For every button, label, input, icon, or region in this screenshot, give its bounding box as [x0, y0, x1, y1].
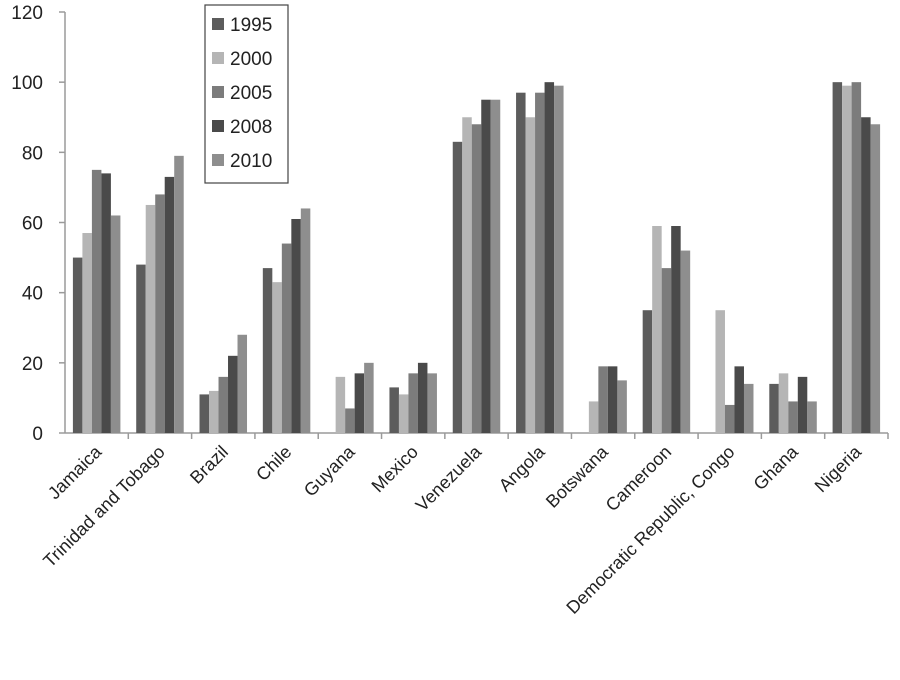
- bar-2005-democratic-republic-congo: [724, 404, 735, 433]
- bar-1995-ghana: [769, 383, 779, 433]
- bar-2010-botswana: [617, 380, 627, 433]
- bar-2000-cameroon: [652, 226, 662, 433]
- bars: [72, 82, 881, 434]
- bar-2000-venezuela: [462, 117, 472, 433]
- bar-2005-guyana: [345, 408, 355, 433]
- bar-2008-democratic-republic-congo: [734, 366, 744, 433]
- legend-label: 1995: [230, 15, 272, 36]
- bar-2000-democratic-republic-congo: [715, 310, 725, 433]
- bar-1995-trinidad-and-tobago: [136, 264, 146, 433]
- bar-2005-jamaica: [91, 169, 102, 433]
- y-tick-label: 100: [11, 73, 43, 94]
- x-category-label: Ghana: [750, 441, 803, 494]
- bar-2008-trinidad-and-tobago: [164, 176, 175, 433]
- bar-2010-cameroon: [680, 250, 691, 433]
- bar-2005-angola: [535, 92, 545, 434]
- legend: 1995 2000 2005 2008 2010: [204, 4, 289, 184]
- x-category-label: Chile: [252, 442, 295, 485]
- bar-2008-angola: [544, 82, 555, 434]
- bar-1995-chile: [262, 268, 273, 433]
- x-category-label: Jamaica: [44, 441, 106, 503]
- legend-label: 2000: [230, 49, 272, 70]
- bar-2000-jamaica: [82, 233, 92, 433]
- bar-2010-democratic-republic-congo: [743, 383, 754, 433]
- bar-1995-brazil: [199, 394, 210, 433]
- legend-swatch-1995: [212, 18, 224, 30]
- bar-2005-mexico: [408, 373, 418, 433]
- bar-2008-mexico: [417, 362, 428, 433]
- y-tick-label: 80: [22, 143, 43, 164]
- bar-2000-chile: [272, 282, 282, 433]
- bar-2008-ghana: [797, 376, 808, 433]
- x-category-label: Trinidad and Tobago: [39, 442, 168, 571]
- bar-2000-trinidad-and-tobago: [145, 204, 156, 433]
- bar-2010-guyana: [364, 362, 374, 433]
- bar-2010-mexico: [427, 373, 437, 433]
- y-tick-label: 40: [22, 284, 43, 305]
- legend-swatch-2008: [212, 120, 224, 132]
- bar-2005-nigeria: [851, 82, 862, 434]
- bar-1995-venezuela: [452, 141, 463, 433]
- x-category-label: Guyana: [300, 441, 359, 500]
- x-category-label: Angola: [495, 441, 549, 495]
- x-category-label: Nigeria: [811, 441, 866, 496]
- bar-2008-botswana: [607, 366, 618, 433]
- bar-2000-guyana: [335, 376, 346, 433]
- bar-1995-cameroon: [642, 310, 653, 433]
- bar-2010-nigeria: [870, 124, 881, 434]
- bar-2000-mexico: [398, 394, 409, 433]
- bar-1995-mexico: [389, 387, 399, 433]
- bar-2000-ghana: [778, 373, 789, 433]
- bar-2000-brazil: [209, 390, 219, 433]
- legend-swatch-2010: [212, 154, 224, 166]
- bar-2010-venezuela: [490, 99, 501, 433]
- legend-label: 2008: [230, 117, 272, 138]
- bar-2005-ghana: [788, 401, 798, 433]
- legend-swatch-2005: [212, 86, 224, 98]
- bar-2008-brazil: [228, 355, 238, 433]
- bar-2008-chile: [291, 218, 301, 433]
- bar-2005-cameroon: [661, 268, 672, 433]
- y-tick-label: 60: [22, 214, 43, 235]
- bar-2005-botswana: [598, 366, 608, 433]
- bar-2005-venezuela: [471, 124, 482, 434]
- bar-2005-brazil: [218, 376, 229, 433]
- bar-1995-nigeria: [832, 82, 843, 434]
- legend-label: 2010: [230, 151, 272, 172]
- bar-2008-jamaica: [101, 173, 111, 433]
- legend-swatch-2000: [212, 52, 224, 64]
- bar-2010-brazil: [237, 334, 248, 433]
- y-tick-label: 20: [22, 354, 43, 375]
- bar-2008-guyana: [354, 373, 365, 433]
- bar-2005-trinidad-and-tobago: [155, 194, 165, 433]
- y-tick-label: 120: [11, 3, 43, 24]
- y-tick-label: 0: [32, 424, 43, 445]
- bar-2010-jamaica: [110, 215, 121, 433]
- bar-2010-trinidad-and-tobago: [174, 155, 184, 433]
- bar-2000-botswana: [588, 401, 599, 433]
- y-axis-ticks: 0 20 40 60 80 100 120: [11, 3, 65, 445]
- bar-2005-chile: [281, 243, 292, 433]
- legend-label: 2005: [230, 83, 272, 104]
- bar-2010-angola: [554, 85, 564, 434]
- x-category-label: Mexico: [368, 442, 422, 496]
- bar-2010-chile: [300, 208, 311, 433]
- bar-2010-ghana: [807, 401, 817, 433]
- bar-1995-angola: [516, 92, 526, 434]
- bar-2008-venezuela: [481, 99, 491, 433]
- bar-2000-angola: [525, 117, 536, 433]
- bar-1995-jamaica: [72, 257, 83, 433]
- bar-2000-nigeria: [842, 85, 852, 434]
- bar-2008-cameroon: [671, 226, 681, 433]
- bar-2008-nigeria: [861, 117, 871, 433]
- x-category-label: Brazil: [186, 442, 232, 488]
- x-category-label: Venezuela: [412, 441, 486, 515]
